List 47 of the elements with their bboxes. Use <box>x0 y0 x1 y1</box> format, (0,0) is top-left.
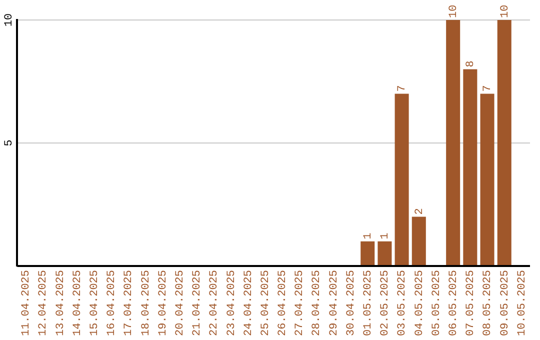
x-tick-label: 27.04.2025 <box>294 270 306 336</box>
bar <box>412 216 426 266</box>
x-tick-label: 23.04.2025 <box>226 270 238 336</box>
x-tick-label: 15.04.2025 <box>89 270 102 336</box>
x-tick-label: 25.04.2025 <box>260 270 272 336</box>
x-tick-label: 03.05.2025 <box>396 270 409 336</box>
bar <box>394 94 409 266</box>
x-tick-label: 21.04.2025 <box>192 270 204 336</box>
x-tick-label: 10.05.2025 <box>516 270 528 336</box>
x-tick-label: 04.05.2025 <box>414 270 426 336</box>
x-tick-label: 24.04.2025 <box>242 270 255 336</box>
x-tick-label: 06.05.2025 <box>448 270 460 336</box>
y-tick-label: 5 <box>4 140 16 146</box>
x-tick-label: 09.05.2025 <box>499 270 512 336</box>
x-tick-label: 18.04.2025 <box>140 270 152 336</box>
data-label: 10 <box>499 4 512 18</box>
x-tick-label: 05.05.2025 <box>430 270 443 336</box>
x-tick-label: 29.04.2025 <box>328 270 340 336</box>
bar <box>497 20 512 266</box>
bar <box>480 94 494 266</box>
x-tick-label: 16.04.2025 <box>106 270 118 336</box>
x-tick-label: 30.04.2025 <box>345 270 358 336</box>
x-tick-label: 14.04.2025 <box>72 270 84 336</box>
data-label: 10 <box>448 4 460 18</box>
data-label: 1 <box>362 232 375 240</box>
data-label: 7 <box>482 85 494 92</box>
bar <box>463 69 478 266</box>
bar <box>360 241 375 266</box>
x-tick-label: 17.04.2025 <box>123 270 136 336</box>
x-tick-label: 07.05.2025 <box>465 270 478 336</box>
x-tick-label: 01.05.2025 <box>362 270 375 336</box>
bar <box>378 241 392 266</box>
data-label: 1 <box>380 232 392 240</box>
x-tick-label: 13.04.2025 <box>54 270 67 336</box>
bar <box>446 20 460 266</box>
x-tick-label: 08.05.2025 <box>482 270 494 336</box>
x-tick-label: 22.04.2025 <box>208 270 221 336</box>
x-tick-label: 19.04.2025 <box>157 270 170 336</box>
x-tick-label: 12.04.2025 <box>38 270 50 336</box>
x-tick-label: 28.04.2025 <box>311 270 324 336</box>
x-tick-label: 20.04.2025 <box>174 270 186 336</box>
x-tick-label: 26.04.2025 <box>277 270 290 336</box>
data-label: 8 <box>465 60 478 68</box>
x-tick-label: 02.05.2025 <box>380 270 392 336</box>
x-tick-label: 11.04.2025 <box>20 270 33 336</box>
data-label: 2 <box>414 208 426 215</box>
data-label: 7 <box>396 85 409 92</box>
